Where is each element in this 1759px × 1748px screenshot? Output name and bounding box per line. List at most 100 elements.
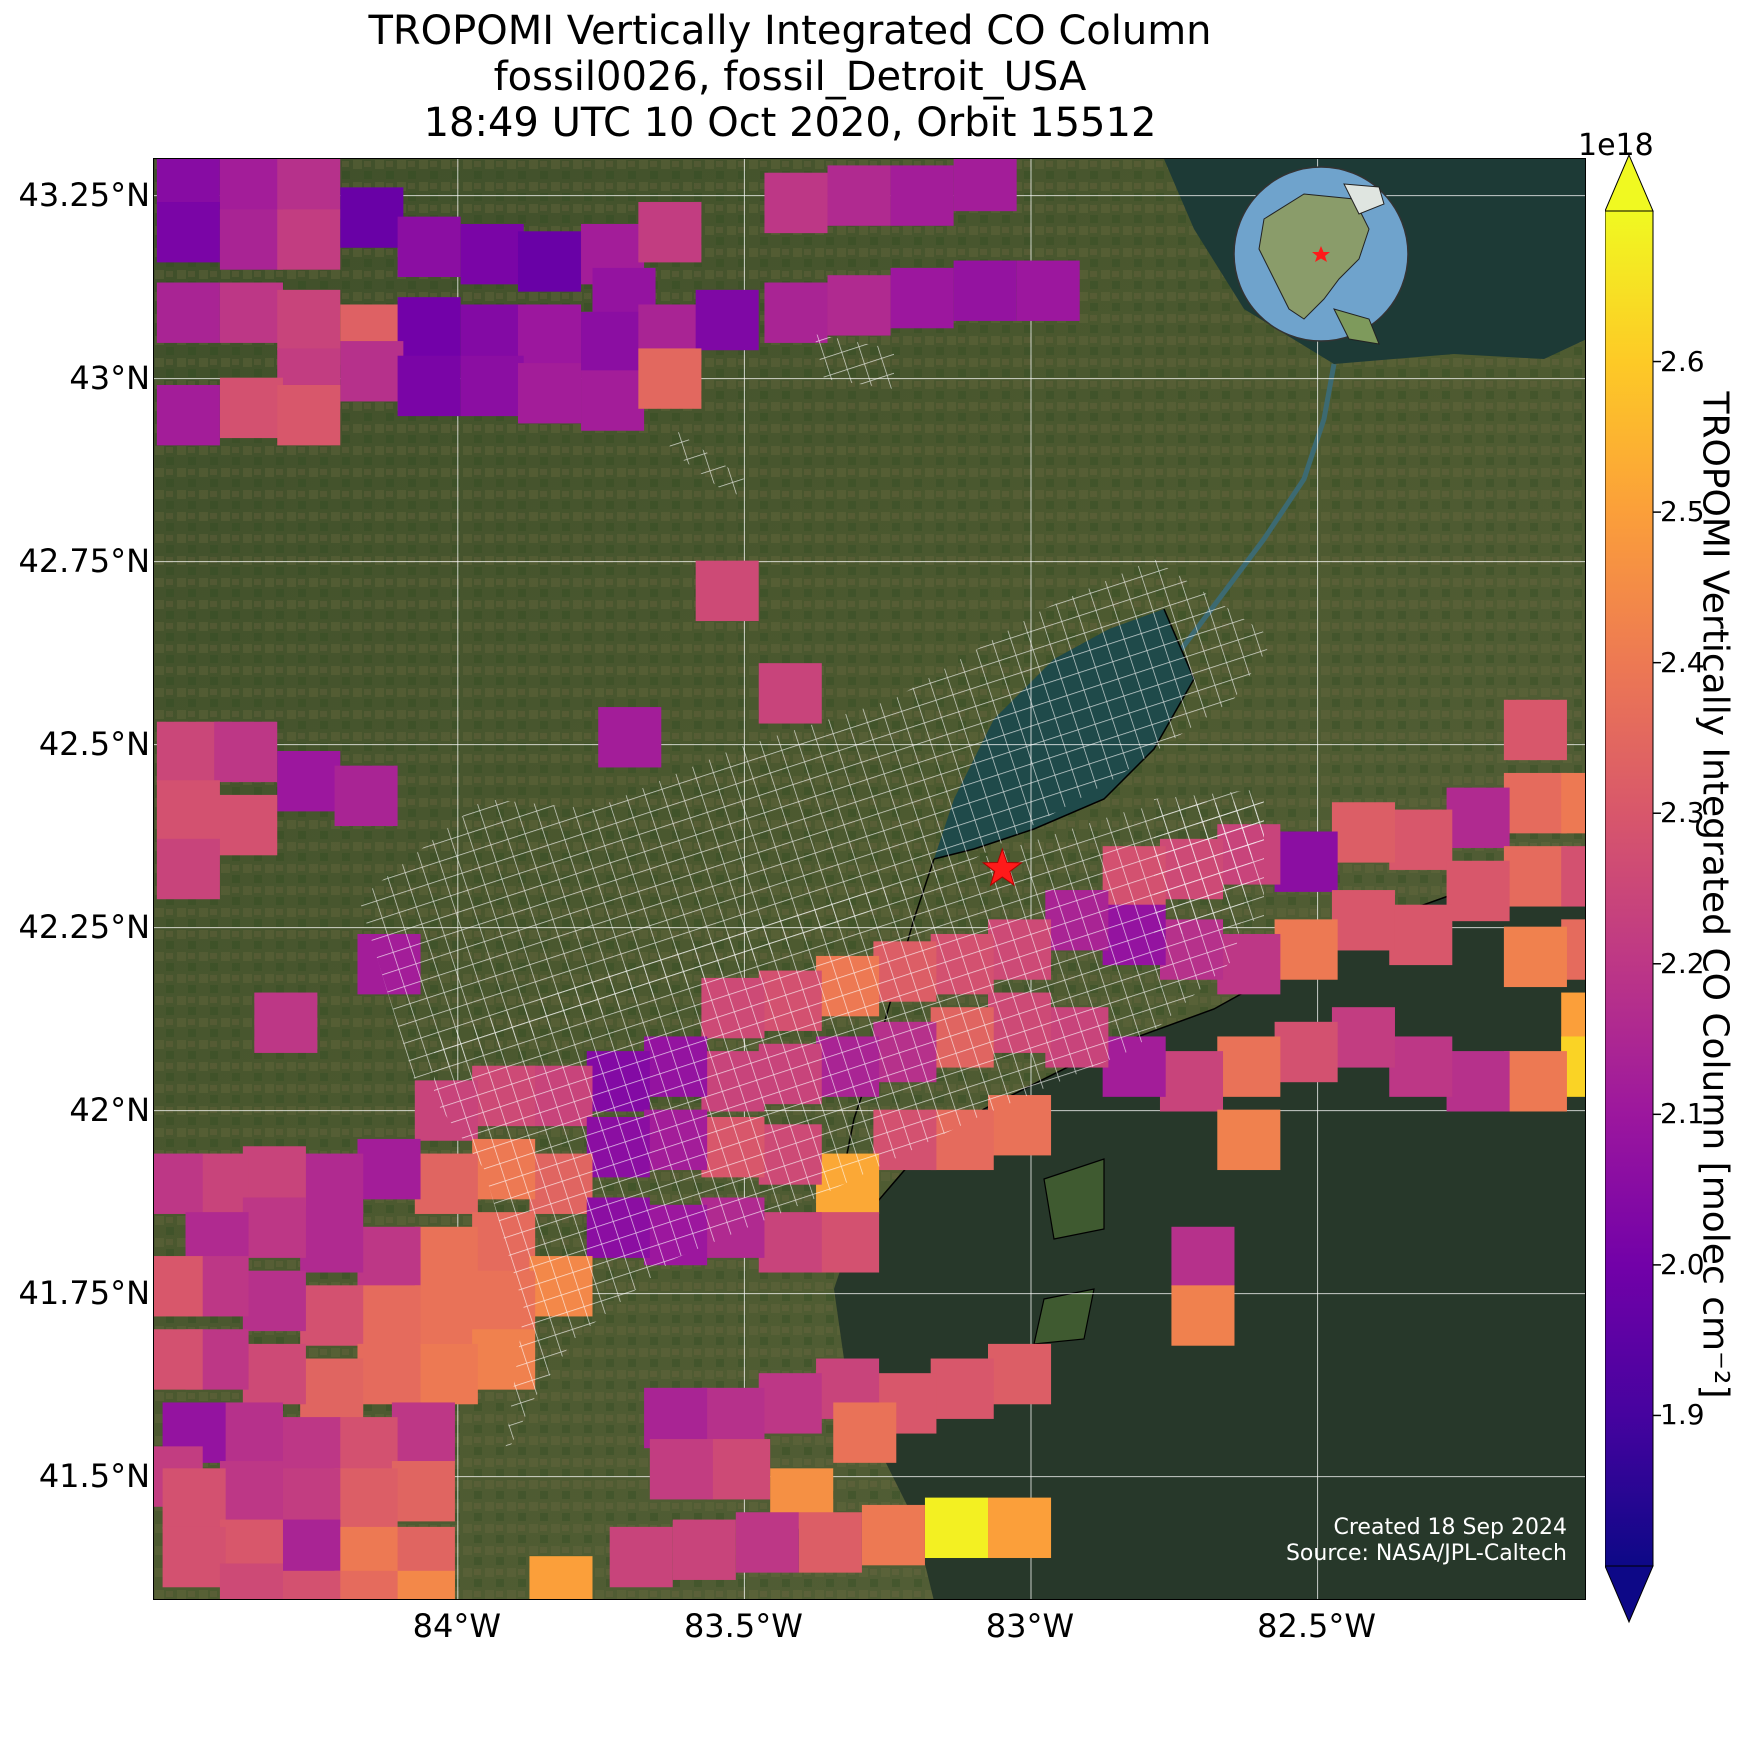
co-pixel (357, 1343, 421, 1405)
lon-tick-label: 84°W (412, 1607, 501, 1645)
co-pixel (277, 750, 341, 812)
co-pixel (1503, 699, 1567, 761)
co-pixel (1503, 846, 1567, 907)
title-line-1: TROPOMI Vertically Integrated CO Column (368, 8, 1212, 54)
colorbar-tick-label: 2.4 (1660, 645, 1705, 679)
co-pixel (735, 1512, 799, 1573)
co-pixel (1171, 1285, 1235, 1346)
co-pixel (391, 1461, 455, 1522)
co-pixel (1274, 1021, 1338, 1083)
co-pixel (1561, 919, 1585, 980)
co-pixel (242, 1197, 306, 1258)
co-pixel (219, 282, 283, 343)
co-pixel (598, 707, 662, 768)
colorbar-label-text: TROPOMI Vertically Integrated CO Column … (1694, 391, 1736, 1399)
co-pixel (924, 1497, 989, 1558)
colorbar (1605, 155, 1661, 1624)
co-pixel (988, 1497, 1052, 1558)
title-line-3: 18:49 UTC 10 Oct 2020, Orbit 15512 (423, 100, 1157, 146)
co-pixel (414, 1226, 478, 1288)
co-pixel (162, 1468, 226, 1529)
co-pixel (214, 794, 278, 856)
co-pixel (219, 377, 283, 439)
co-pixel (764, 282, 828, 343)
co-pixel (816, 1212, 880, 1273)
co-pixel (672, 1519, 736, 1580)
co-pixel (758, 1373, 822, 1434)
co-pixel (798, 1512, 862, 1573)
site-marker[interactable] (981, 847, 1023, 887)
co-pixel (1561, 772, 1585, 834)
south-america-landmass (1333, 308, 1380, 345)
co-pixel (701, 1387, 765, 1449)
co-pixel (277, 1468, 341, 1529)
co-pixel (397, 216, 461, 278)
colorbar-tick-marks (1653, 360, 1661, 1417)
co-pixel (1016, 260, 1080, 321)
co-pixel (460, 355, 524, 417)
co-pixel (1561, 846, 1585, 907)
co-pixel (1446, 860, 1510, 922)
co-pixel (1389, 1036, 1453, 1097)
co-pixel (156, 838, 220, 900)
co-pixel (517, 363, 582, 424)
colorbar-tick-label: 2.6 (1660, 344, 1705, 378)
lat-tick-label: 41.75°N (18, 1273, 150, 1312)
lat-tick-label: 43°N (69, 358, 150, 397)
co-pixel (300, 1358, 364, 1419)
co-pixel (1171, 1226, 1235, 1288)
co-pixel (953, 260, 1017, 321)
co-pixel (277, 1417, 341, 1478)
co-pixel (1331, 802, 1395, 863)
co-pixel (156, 159, 220, 204)
colorbar-tick-label: 2.0 (1660, 1247, 1705, 1281)
co-pixel (1274, 831, 1338, 892)
co-pixel (277, 1519, 341, 1580)
co-pixel (638, 202, 702, 263)
co-pixel (219, 1461, 283, 1522)
co-pixel (649, 1439, 713, 1500)
co-pixel (638, 348, 702, 409)
lat-tick-label: 42.5°N (38, 724, 150, 763)
north-america-landmass (1258, 193, 1370, 320)
co-pixel (156, 721, 220, 783)
colorbar-tick-label: 1.9 (1660, 1398, 1705, 1432)
co-pixel (219, 1402, 283, 1463)
co-pixel (1217, 1036, 1281, 1097)
colorbar-bottom-extend (1605, 1565, 1654, 1624)
co-pixel (242, 1343, 306, 1405)
co-pixel (1503, 1051, 1567, 1112)
co-pixel (154, 1256, 203, 1317)
map-panel[interactable]: Created 18 Sep 2024 Source: NASA/JPL-Cal… (153, 158, 1586, 1600)
co-pixel (460, 304, 524, 365)
lon-tick-label: 83°W (985, 1607, 1075, 1645)
co-pixel (890, 267, 954, 329)
co-pixel (1446, 787, 1510, 848)
co-pixel (334, 1468, 398, 1529)
co-pixel (300, 1153, 364, 1214)
co-pixel (340, 187, 404, 248)
lon-tick-label: 82.5°W (1257, 1607, 1377, 1645)
co-pixel (581, 370, 645, 431)
created-credit: Created 18 Sep 2024 (1333, 1515, 1568, 1540)
co-pixel (414, 1285, 478, 1346)
co-pixel (581, 311, 645, 373)
co-pixel (300, 1285, 364, 1346)
co-pixel (1503, 926, 1567, 988)
lat-tick-label: 42.75°N (18, 541, 150, 580)
lat-tick-label: 42°N (69, 1090, 150, 1129)
co-pixel (357, 1138, 421, 1200)
colorbar-tick-label: 2.5 (1660, 495, 1705, 529)
co-pixel (277, 159, 341, 219)
map-canvas[interactable] (154, 159, 1586, 1600)
co-pixel (1217, 1109, 1281, 1171)
co-pixel (695, 289, 759, 351)
co-pixel (156, 202, 220, 263)
colorbar-tick-label: 2.3 (1660, 796, 1705, 830)
co-pixel (334, 1570, 398, 1599)
lat-tick-label: 42.25°N (18, 907, 150, 946)
co-pixel (277, 384, 341, 446)
co-pixel (758, 1212, 822, 1273)
co-pixel (827, 275, 891, 336)
colorbar-exponent: 1e18 (1578, 128, 1654, 163)
